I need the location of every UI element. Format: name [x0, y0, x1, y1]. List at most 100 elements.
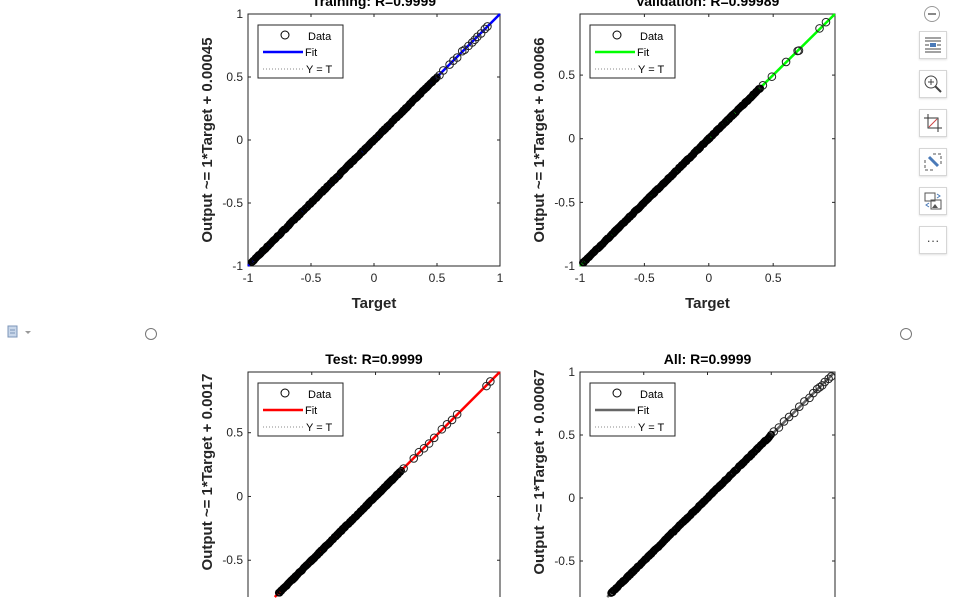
data-point: [824, 374, 833, 384]
data-point: [767, 72, 777, 81]
legend-identity-label: Y = T: [306, 64, 332, 76]
data-point: [424, 439, 434, 448]
x-tick-label: 0.5: [765, 271, 782, 285]
data-point: [397, 466, 406, 475]
x-tick-label: 0: [371, 271, 378, 285]
x-tick-label: -1: [243, 271, 254, 285]
legend-identity-label: Y = T: [306, 422, 332, 434]
chart-title: Test: R=0.9999: [325, 351, 423, 367]
data-point: [779, 417, 789, 426]
y-axis-label: Output ~= 1*Target + 0.0017: [199, 374, 216, 571]
data-point: [429, 433, 439, 443]
x-tick-label: 0: [705, 271, 712, 285]
resize-handle-left[interactable]: [145, 328, 157, 340]
legend-data-label: Data: [308, 389, 332, 401]
y-tick-label: 0: [236, 489, 243, 503]
x-axis-label: Target: [685, 295, 730, 312]
x-tick-label: -0.5: [634, 271, 655, 285]
legend-data-marker: [612, 30, 622, 40]
legend: Data Fit Y = T: [257, 24, 344, 79]
y-tick-label: 0.5: [226, 70, 243, 84]
data-point: [821, 17, 831, 27]
data-point: [399, 464, 408, 473]
collapse-icon[interactable]: [924, 6, 940, 22]
data-point: [480, 24, 490, 34]
y-axis-label: Output ~= 1*Target + 0.00066: [531, 37, 548, 242]
legend-data-marker: [280, 388, 290, 398]
legend-fit-label: Fit: [637, 405, 649, 417]
legend-identity-label: Y = T: [638, 64, 664, 76]
legend: Data Fit Y = T: [589, 382, 676, 437]
data-point: [815, 24, 824, 33]
legend-fit-label: Fit: [637, 47, 649, 59]
y-tick-label: -0.5: [222, 553, 243, 567]
data-point: [442, 420, 452, 429]
change-image-button[interactable]: [919, 187, 947, 215]
y-tick-label: 0.5: [558, 428, 575, 442]
chart-0: -1 -0.5 0 0.5 1 -1 -0.5 0 0.5 1 Training: R=0.9999…: [199, 0, 504, 312]
legend-data-label: Data: [640, 31, 664, 43]
data-point: [781, 57, 791, 67]
y-tick-label: 1: [236, 7, 243, 21]
x-axis-label: Target: [352, 295, 397, 312]
y-tick-label: 0: [236, 133, 243, 147]
change-image-icon: [924, 192, 942, 210]
legend-fit-label: Fit: [305, 47, 317, 59]
data-point: [452, 53, 462, 62]
edit-image-button[interactable]: [919, 148, 947, 176]
legend-data-marker: [280, 30, 290, 40]
y-tick-label: 0.5: [226, 426, 243, 440]
y-tick-label: -0.5: [554, 195, 575, 209]
data-point: [419, 443, 429, 453]
legend: Data Fit Y = T: [257, 382, 344, 437]
y-axis-label: Output ~= 1*Target + 0.00067: [531, 369, 548, 574]
zoom-in-button[interactable]: [919, 70, 947, 98]
crop-icon: [924, 114, 942, 132]
y-tick-label: 0: [568, 132, 575, 146]
zoom-in-icon: [924, 75, 942, 93]
data-point: [794, 46, 804, 55]
layout-options-button[interactable]: [919, 31, 947, 59]
x-tick-label: -1: [575, 271, 586, 285]
y-tick-label: 0.5: [558, 68, 575, 82]
y-tick-label: -0.5: [554, 554, 575, 568]
data-point: [756, 84, 765, 93]
y-tick-label: 1: [568, 365, 575, 379]
chart-2: -0.5 0 0.5 Test: R=0.9999 Output ~= 1*Target…: [199, 351, 501, 598]
data-point: [758, 81, 768, 90]
y-axis-label: Output ~= 1*Target + 0.00045: [199, 37, 216, 242]
chart-1: -1 -0.5 0 0.5 -1 -0.5 0 0.5 Validation: R=0.9998…: [531, 0, 836, 312]
edit-image-icon: [924, 153, 942, 171]
x-tick-label: -0.5: [301, 271, 322, 285]
x-tick-label: 1: [497, 271, 504, 285]
plot-area: [247, 13, 501, 267]
data-point: [439, 66, 448, 75]
legend-data-marker: [612, 388, 622, 398]
data-point: [765, 432, 774, 441]
y-tick-label: -1: [564, 259, 575, 273]
resize-handle-right[interactable]: [900, 328, 912, 340]
crop-button[interactable]: [919, 109, 947, 137]
plot-area: [273, 371, 501, 598]
chart-title: All: R=0.9999: [664, 351, 752, 367]
more-button[interactable]: ···: [919, 226, 947, 254]
more-icon: ···: [926, 232, 940, 248]
x-tick-label: 0.5: [429, 271, 446, 285]
data-point: [433, 73, 441, 81]
chart-title: Training: R=0.9999: [312, 0, 436, 9]
legend-data-label: Data: [308, 31, 332, 43]
data-point: [826, 372, 836, 381]
legend-identity-label: Y = T: [638, 422, 664, 434]
document-options-icon[interactable]: [7, 325, 33, 339]
y-tick-label: -0.5: [222, 196, 243, 210]
chart-title: Validation: R=0.99989: [636, 0, 780, 9]
data-point: [452, 409, 462, 419]
chart-3: -0.5 0 0.5 1 All: R=0.9999 Output ~= 1*Target…: [531, 351, 836, 598]
y-tick-label: 0: [568, 491, 575, 505]
data-point: [457, 46, 467, 56]
plot-area: [606, 371, 836, 598]
data-point: [467, 38, 477, 47]
data-point: [815, 382, 825, 392]
y-tick-label: -1: [232, 259, 243, 273]
data-point: [486, 377, 495, 386]
